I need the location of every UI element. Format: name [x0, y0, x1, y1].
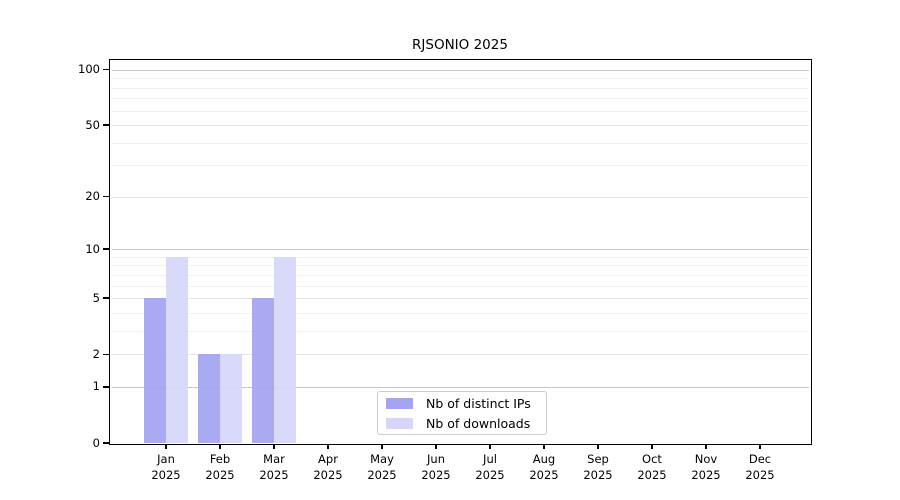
x-tick-label-year-jun: 2025 [421, 468, 451, 482]
x-tick-label-year-feb: 2025 [205, 468, 235, 482]
x-tick-label-year-nov: 2025 [691, 468, 721, 482]
x-tick-label-month-nov: Nov [694, 452, 718, 466]
x-tick-label-month-oct: Oct [642, 452, 662, 466]
gridline-4 [111, 312, 809, 314]
gridline-70 [111, 98, 809, 100]
x-tick-mar [273, 444, 275, 449]
legend-swatch-distinct-ips [386, 397, 413, 409]
bar-downloads-feb [220, 354, 242, 443]
x-tick-label-year-jan: 2025 [151, 468, 181, 482]
bar-downloads-jan [166, 256, 188, 443]
x-tick-label-year-oct: 2025 [637, 468, 667, 482]
y-tick-label-2: 2 [92, 346, 100, 361]
legend-item-distinct-ips: Nb of distinct IPs [386, 395, 546, 412]
x-tick-label-month-may: May [370, 452, 394, 466]
legend-label-distinct-ips: Nb of distinct IPs [426, 395, 531, 411]
y-tick-0 [103, 442, 110, 444]
x-tick-label-month-sep: Sep [587, 452, 609, 466]
gridline-6 [111, 285, 809, 287]
x-tick-jan [165, 444, 167, 449]
gridline-5 [111, 298, 809, 300]
y-tick-label-1: 1 [92, 379, 100, 394]
x-tick-label-year-jul: 2025 [475, 468, 505, 482]
legend-label-downloads: Nb of downloads [426, 415, 531, 431]
y-tick-10 [103, 248, 110, 250]
gridline-10 [111, 249, 809, 251]
x-tick-label-month-feb: Feb [209, 452, 231, 466]
x-tick-label-month-dec: Dec [748, 452, 772, 466]
y-tick-100 [103, 69, 110, 71]
x-tick-may [381, 444, 383, 449]
gridline-3 [111, 330, 809, 332]
gridline-7 [111, 274, 809, 276]
gridline-30 [111, 165, 809, 167]
x-tick-label-year-apr: 2025 [313, 468, 343, 482]
x-tick-dec [759, 444, 761, 449]
legend-swatch-downloads [386, 417, 413, 429]
x-tick-label-month-jul: Jul [483, 452, 497, 466]
gridline-60 [111, 110, 809, 112]
x-tick-label-month-aug: Aug [532, 452, 556, 466]
x-tick-label-year-aug: 2025 [529, 468, 559, 482]
gridline-50 [111, 125, 809, 126]
bar-distinct-ips-mar [252, 298, 274, 443]
x-tick-label-month-apr: Apr [318, 452, 338, 466]
y-tick-20 [103, 196, 110, 198]
y-tick-label-100: 100 [78, 62, 100, 77]
gridline-90 [111, 78, 809, 80]
x-tick-nov [705, 444, 707, 449]
chart-title: RJSONIO 2025 [412, 37, 508, 53]
y-tick-label-5: 5 [92, 290, 100, 305]
gridline-20 [111, 196, 809, 198]
x-tick-aug [543, 444, 545, 449]
gridline-9 [111, 256, 809, 258]
y-tick-5 [103, 297, 110, 299]
y-tick-label-10: 10 [85, 241, 100, 256]
y-tick-50 [103, 124, 110, 126]
bar-downloads-mar [274, 256, 296, 443]
x-tick-jun [435, 444, 437, 449]
x-tick-label-year-may: 2025 [367, 468, 397, 482]
gridline-8 [111, 265, 809, 267]
y-tick-2 [103, 353, 110, 355]
x-tick-label-year-dec: 2025 [745, 468, 775, 482]
x-tick-feb [219, 444, 221, 449]
gridline-80 [111, 87, 809, 89]
gridline-40 [111, 142, 809, 144]
x-tick-label-year-sep: 2025 [583, 468, 613, 482]
bar-distinct-ips-jan [144, 298, 166, 443]
x-tick-sep [597, 444, 599, 449]
y-tick-label-0: 0 [92, 435, 100, 450]
x-tick-label-month-mar: Mar [263, 452, 285, 466]
x-tick-jul [489, 444, 491, 449]
legend-item-downloads: Nb of downloads [386, 415, 546, 432]
y-tick-label-50: 50 [85, 117, 100, 132]
x-tick-label-month-jan: Jan [157, 452, 175, 466]
gridline-100 [111, 69, 809, 71]
x-tick-oct [651, 444, 653, 449]
bar-distinct-ips-feb [198, 354, 220, 443]
y-tick-1 [103, 386, 110, 388]
x-tick-label-month-jun: Jun [427, 452, 445, 466]
y-tick-label-20: 20 [85, 189, 100, 204]
x-tick-apr [327, 444, 329, 449]
legend: Nb of distinct IPs Nb of downloads [377, 391, 547, 435]
x-tick-label-year-mar: 2025 [259, 468, 289, 482]
